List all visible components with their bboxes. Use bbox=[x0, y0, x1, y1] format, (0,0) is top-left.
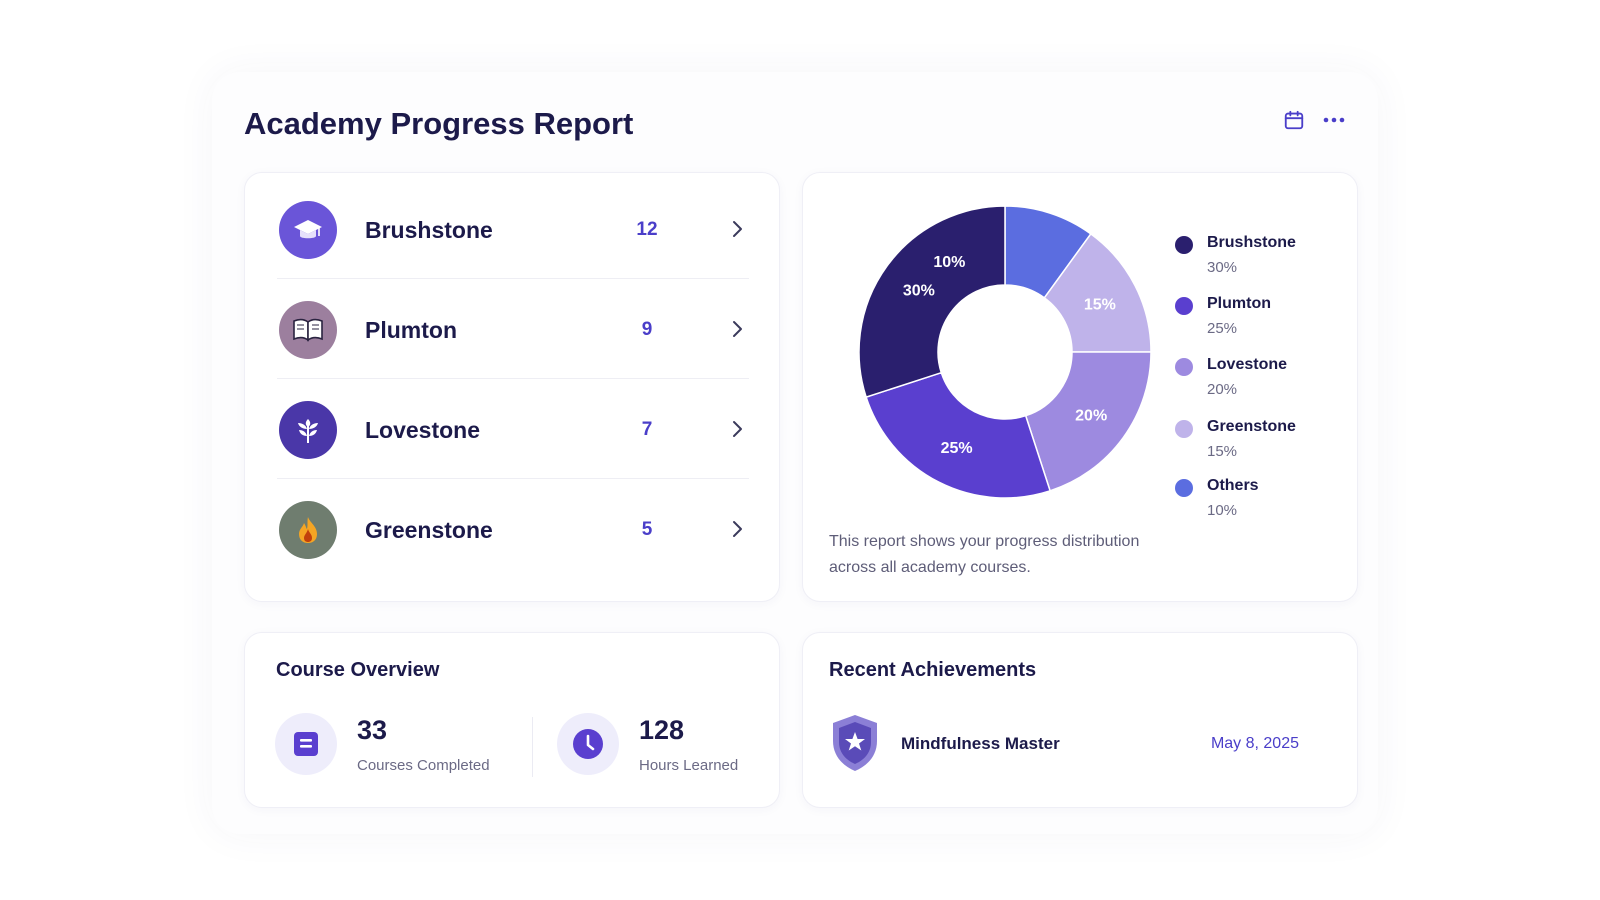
legend-swatch bbox=[1175, 479, 1193, 497]
legend-swatch bbox=[1175, 297, 1193, 315]
legend-swatch bbox=[1175, 236, 1193, 254]
legend-value: 30% bbox=[1207, 259, 1238, 276]
donut-slice-brushstone[interactable] bbox=[858, 205, 1006, 399]
clock-icon bbox=[573, 729, 603, 759]
book-icon bbox=[294, 732, 318, 756]
legend-swatch bbox=[1175, 358, 1193, 376]
calendar-icon bbox=[1284, 110, 1304, 130]
achievement-name: Mindfulness Master bbox=[901, 734, 1060, 753]
courses-card: Brushstone 12 Plumton 9 bbox=[244, 172, 780, 602]
course-row-plumton[interactable]: Plumton 9 bbox=[277, 279, 749, 379]
legend-item: Plumton 25% bbox=[1175, 292, 1345, 342]
progress-report-panel: Academy Progress Report Brushstone bbox=[212, 72, 1378, 834]
row-divider bbox=[277, 378, 749, 379]
course-name: Greenstone bbox=[365, 517, 493, 543]
course-count: 12 bbox=[636, 219, 658, 240]
more-horizontal-icon bbox=[1323, 117, 1345, 123]
donut-label-greenstone: 15% bbox=[1084, 297, 1116, 314]
course-avatar bbox=[279, 501, 337, 559]
donut-slice-lovestone[interactable] bbox=[1024, 351, 1152, 492]
stat-label: Hours Learned bbox=[639, 757, 739, 774]
open-book-icon bbox=[293, 318, 323, 342]
course-row-greenstone[interactable]: Greenstone 5 bbox=[277, 479, 749, 579]
graduation-cap-icon bbox=[294, 220, 322, 239]
distribution-chart-card: 15% 20% 25% 30% 10% Brushstone 30% Plumton 2… bbox=[802, 172, 1358, 602]
donut-chart: 15% 20% 25% 30% 10% bbox=[858, 205, 1152, 499]
legend-value: 15% bbox=[1207, 443, 1238, 460]
legend-item: Others 10% bbox=[1175, 474, 1345, 524]
course-name: Lovestone bbox=[365, 417, 481, 443]
donut-slice-plumton[interactable] bbox=[865, 371, 1052, 499]
chevron-right-icon bbox=[727, 417, 747, 441]
stat-icon-wrap bbox=[275, 713, 337, 775]
course-avatar bbox=[279, 301, 337, 359]
flame-icon bbox=[299, 517, 317, 543]
chevron-right-icon bbox=[727, 217, 747, 241]
course-name: Brushstone bbox=[365, 217, 493, 243]
recent-achievements-title: Recent Achievements bbox=[829, 659, 1037, 681]
donut-label-lovestone: 20% bbox=[1075, 408, 1107, 425]
legend-label: Plumton bbox=[1207, 295, 1271, 312]
donut-label-brushstone: 30% bbox=[903, 282, 935, 299]
donut-label-plumton: 25% bbox=[941, 440, 973, 457]
course-avatar bbox=[279, 401, 337, 459]
hours-learned-stat: 128 Hours Learned bbox=[557, 711, 767, 777]
legend-value: 10% bbox=[1207, 502, 1238, 519]
legend-value: 20% bbox=[1207, 381, 1238, 398]
legend-item: Brushstone 30% bbox=[1175, 231, 1345, 281]
sprout-icon bbox=[298, 419, 318, 443]
legend-value: 25% bbox=[1207, 320, 1238, 337]
course-avatar bbox=[279, 201, 337, 259]
legend-label: Lovestone bbox=[1207, 356, 1288, 373]
recent-achievements-card: Recent Achievements Mindfulness Master M… bbox=[802, 632, 1358, 808]
row-divider bbox=[277, 278, 749, 279]
stat-divider bbox=[532, 717, 533, 777]
calendar-button[interactable] bbox=[1278, 104, 1310, 136]
courses-completed-stat: 33 Courses Completed bbox=[275, 711, 515, 777]
stat-label: Courses Completed bbox=[357, 757, 490, 774]
shield-star-icon bbox=[833, 715, 877, 771]
course-row-brushstone[interactable]: Brushstone 12 bbox=[277, 179, 749, 279]
legend-item: Lovestone 20% bbox=[1175, 353, 1345, 403]
legend-label: Others bbox=[1207, 477, 1259, 494]
legend-label: Brushstone bbox=[1207, 234, 1296, 251]
row-divider bbox=[277, 478, 749, 479]
more-options-button[interactable] bbox=[1318, 104, 1350, 136]
course-overview-title: Course Overview bbox=[276, 659, 440, 681]
course-count: 9 bbox=[641, 319, 653, 340]
achievement-date: May 8, 2025 bbox=[1210, 735, 1299, 752]
chart-description: This report shows your progress distribu… bbox=[829, 533, 1140, 576]
legend-item: Greenstone 15% bbox=[1175, 415, 1345, 465]
course-overview-card: Course Overview 33 Courses Completed 128 bbox=[244, 632, 780, 808]
chevron-right-icon bbox=[727, 517, 747, 541]
stat-value: 33 bbox=[357, 715, 388, 745]
course-row-lovestone[interactable]: Lovestone 7 bbox=[277, 379, 749, 479]
achievement-item[interactable]: Mindfulness Master May 8, 2025 bbox=[829, 713, 1303, 775]
stat-icon-wrap bbox=[557, 713, 619, 775]
legend-label: Greenstone bbox=[1207, 418, 1296, 435]
course-count: 5 bbox=[641, 519, 653, 540]
stat-value: 128 bbox=[639, 715, 685, 745]
course-count: 7 bbox=[641, 419, 653, 440]
page-title: Academy Progress Report bbox=[244, 106, 634, 141]
chevron-right-icon bbox=[727, 317, 747, 341]
donut-label-others: 10% bbox=[933, 254, 965, 271]
course-name: Plumton bbox=[365, 317, 457, 343]
legend-swatch bbox=[1175, 420, 1193, 438]
